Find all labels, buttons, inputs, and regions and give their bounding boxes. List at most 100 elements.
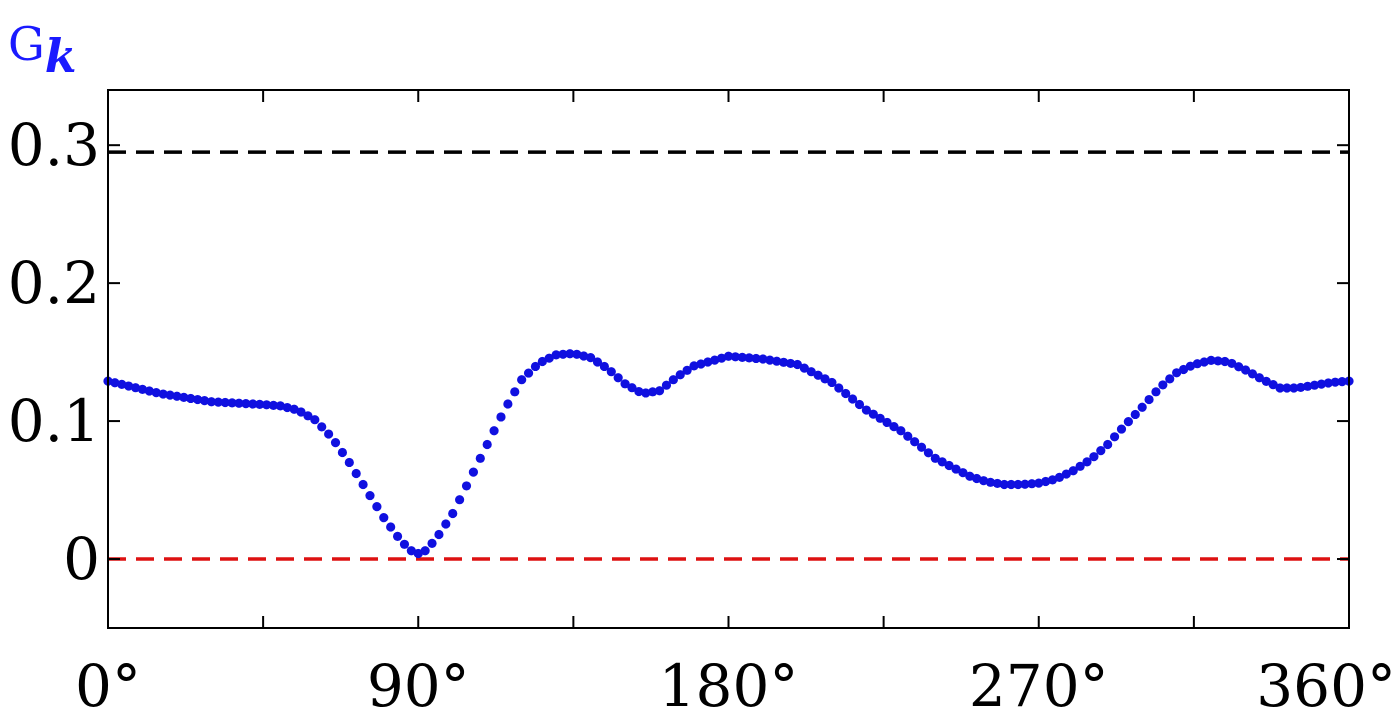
data-point — [137, 384, 148, 394]
data-point — [668, 375, 678, 385]
data-point — [1316, 379, 1327, 389]
data-point — [1082, 457, 1092, 467]
data-point — [227, 398, 237, 408]
data-point — [1254, 373, 1264, 383]
data-point — [475, 453, 485, 463]
data-point — [772, 356, 782, 366]
data-point — [1020, 479, 1030, 489]
data-point — [785, 358, 796, 369]
data-point — [944, 460, 954, 471]
data-point — [861, 405, 871, 415]
data-point — [1061, 469, 1071, 479]
data-point — [275, 401, 285, 411]
data-point — [896, 426, 906, 436]
data-point — [310, 415, 320, 425]
data-point — [1027, 479, 1037, 489]
data-point — [317, 422, 327, 432]
data-point — [482, 439, 492, 450]
data-point — [848, 394, 858, 404]
data-point — [682, 365, 692, 375]
data-point — [282, 402, 292, 413]
data-point — [234, 398, 244, 408]
data-point — [1296, 382, 1306, 393]
data-point — [296, 407, 306, 417]
data-point — [517, 375, 527, 385]
data-point — [1068, 466, 1078, 476]
data-point — [1054, 472, 1065, 482]
data-point — [358, 479, 368, 490]
data-point — [248, 399, 258, 409]
x-tick-labels: 0° 90° 180° 270° 360° — [75, 652, 1396, 720]
data-point — [1137, 402, 1147, 412]
x-tick-label: 180° — [659, 652, 799, 720]
data-point — [1096, 445, 1106, 456]
data-point — [916, 442, 927, 452]
data-point — [820, 374, 830, 384]
data-point — [951, 464, 961, 474]
data-point — [413, 548, 423, 559]
data-point — [399, 539, 410, 549]
data-point — [179, 392, 189, 402]
data-point — [937, 457, 947, 467]
data-point — [923, 448, 934, 458]
data-point — [448, 508, 458, 519]
data-point — [696, 359, 706, 369]
data-point — [144, 386, 154, 396]
data-point — [806, 367, 816, 377]
data-point — [392, 531, 403, 542]
reference-lines — [108, 150, 1349, 561]
data-point — [1275, 383, 1285, 393]
data-point — [117, 379, 127, 389]
data-point — [834, 383, 844, 393]
data-point — [634, 386, 644, 397]
x-tick-label: 360° — [1256, 652, 1396, 720]
data-point — [875, 413, 885, 423]
data-point — [1158, 380, 1168, 390]
data-point — [503, 399, 513, 409]
x-tick-label: 270° — [969, 652, 1109, 720]
x-tick-label: 0° — [75, 652, 141, 720]
data-point — [241, 399, 251, 409]
data-point — [337, 447, 348, 458]
data-point — [999, 479, 1009, 490]
data-point — [799, 363, 809, 373]
data-point — [372, 502, 382, 512]
data-point — [717, 353, 727, 363]
data-point — [193, 394, 203, 405]
data-point — [985, 477, 996, 487]
data-point — [1337, 377, 1347, 387]
data-point — [1268, 380, 1278, 390]
data-point — [110, 378, 120, 388]
data-point — [1075, 461, 1085, 471]
data-point — [441, 519, 451, 529]
x-tick-label: 90° — [367, 652, 470, 720]
data-point — [324, 429, 334, 439]
data-point — [1006, 479, 1016, 490]
data-point — [744, 353, 754, 363]
data-point — [1192, 359, 1202, 369]
data-point — [792, 359, 803, 370]
data-point — [172, 391, 182, 401]
data-point — [213, 397, 223, 407]
data-point — [620, 379, 630, 389]
data-point — [468, 467, 479, 477]
data-point — [558, 349, 568, 359]
data-point — [868, 409, 878, 419]
data-point — [151, 388, 161, 398]
data-point — [1144, 394, 1154, 405]
data-point — [1247, 369, 1258, 379]
data-point — [1172, 368, 1182, 378]
data-point — [386, 522, 396, 532]
data-point — [854, 399, 865, 410]
data-point — [572, 349, 582, 359]
data-point — [289, 404, 299, 414]
data-point — [579, 351, 589, 361]
data-point — [1103, 439, 1113, 450]
data-point — [958, 468, 968, 478]
data-point — [330, 437, 341, 448]
data-point — [710, 355, 720, 365]
data-point — [1240, 365, 1251, 375]
data-point — [124, 381, 134, 391]
data-point — [565, 349, 575, 359]
